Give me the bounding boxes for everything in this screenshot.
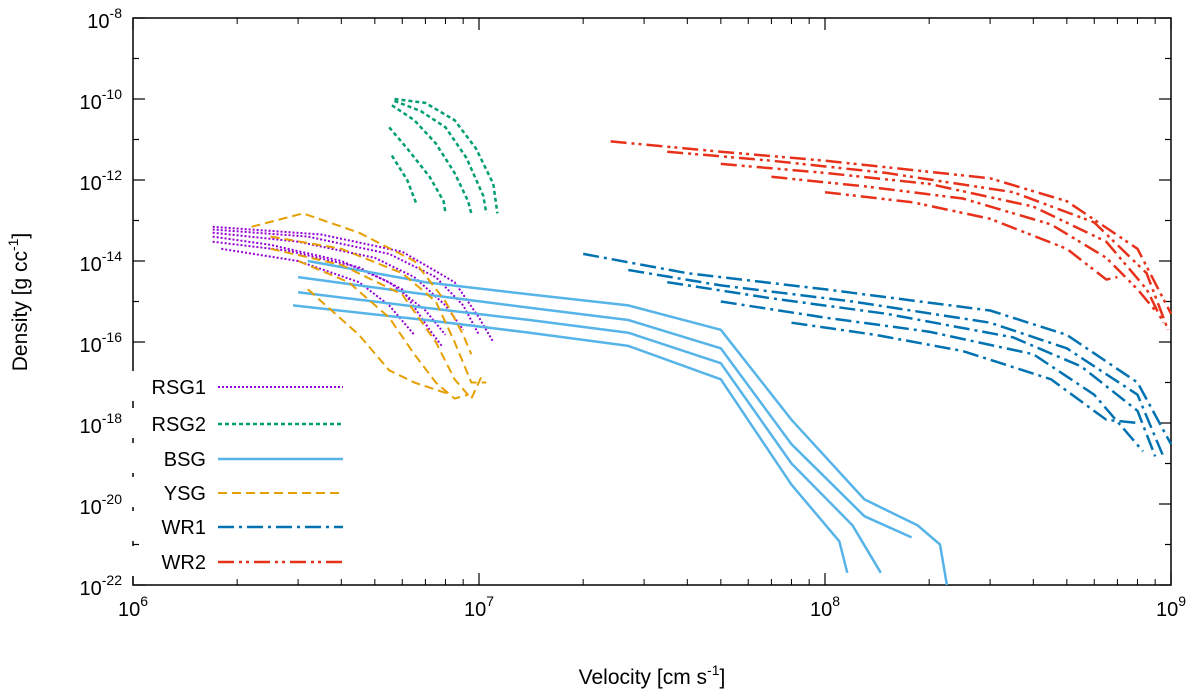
legend: RSG1 RSG2 BSG YSG WR1 WR2 bbox=[128, 371, 343, 576]
series-line bbox=[390, 154, 418, 205]
legend-backdrop bbox=[128, 443, 208, 473]
y-tick-label: 10-22 bbox=[80, 572, 123, 600]
x-axis-title: Velocity [cm s-1] bbox=[579, 662, 726, 689]
series-wr2 bbox=[610, 140, 1173, 331]
x-tick-label: 108 bbox=[810, 593, 840, 621]
legend-backdrop bbox=[128, 477, 208, 507]
y-tick-label: 10-12 bbox=[80, 167, 123, 195]
series-line bbox=[610, 140, 1173, 315]
series-line bbox=[292, 304, 849, 574]
series-line bbox=[270, 235, 487, 384]
legend-backdrop bbox=[128, 408, 208, 438]
series-line bbox=[824, 190, 1118, 281]
legend-label: BSG bbox=[164, 449, 206, 471]
legend-label: WR2 bbox=[162, 552, 206, 574]
legend-backdrop bbox=[128, 511, 208, 541]
legend-label: RSG1 bbox=[152, 377, 206, 399]
y-axis-title: Density [g cc-1] bbox=[5, 233, 32, 372]
series-layer bbox=[212, 97, 1173, 586]
series-line bbox=[771, 175, 1157, 312]
series-line bbox=[212, 225, 495, 343]
series-line bbox=[297, 275, 913, 539]
series-line bbox=[391, 104, 473, 214]
legend-label: WR1 bbox=[162, 517, 206, 539]
series-line bbox=[212, 228, 480, 336]
y-tick-label: 10-14 bbox=[80, 248, 123, 276]
series-wr1 bbox=[582, 252, 1173, 457]
legend-label: RSG2 bbox=[152, 414, 206, 436]
legend-backdrop bbox=[128, 371, 208, 401]
legend-label: YSG bbox=[164, 483, 206, 505]
x-tick-label: 109 bbox=[1156, 593, 1186, 621]
series-line bbox=[307, 288, 452, 396]
series-line bbox=[667, 150, 1170, 331]
y-tick-label: 10-8 bbox=[87, 5, 122, 33]
series-ysg bbox=[251, 212, 487, 400]
y-tick-label: 10-20 bbox=[80, 491, 123, 519]
y-tick-label: 10-18 bbox=[80, 410, 123, 438]
series-line bbox=[270, 247, 483, 400]
legend-backdrop bbox=[128, 546, 208, 576]
series-line bbox=[307, 259, 949, 586]
x-tick-label: 106 bbox=[118, 593, 148, 621]
series-line bbox=[388, 126, 447, 214]
series-line bbox=[628, 268, 1165, 457]
plot-area bbox=[132, 17, 1172, 586]
series-line bbox=[297, 260, 469, 400]
series-line bbox=[582, 252, 1173, 445]
y-tick-label: 10-10 bbox=[80, 86, 123, 114]
series-line bbox=[667, 280, 1157, 457]
y-tick-label: 10-16 bbox=[80, 329, 123, 357]
series-line bbox=[791, 321, 1138, 425]
series-bsg bbox=[292, 259, 949, 586]
tick-labels: 106 107 108 109 10-8 10-10 10-12 10-14 10-16 10-1… bbox=[80, 5, 1187, 621]
x-tick-label: 107 bbox=[464, 593, 494, 621]
series-line bbox=[297, 290, 882, 574]
series-rsg2 bbox=[388, 97, 499, 214]
series-line bbox=[394, 99, 488, 214]
series-line bbox=[720, 300, 1144, 453]
series-line bbox=[221, 247, 416, 336]
series-line bbox=[212, 240, 443, 347]
series-line bbox=[251, 212, 473, 355]
